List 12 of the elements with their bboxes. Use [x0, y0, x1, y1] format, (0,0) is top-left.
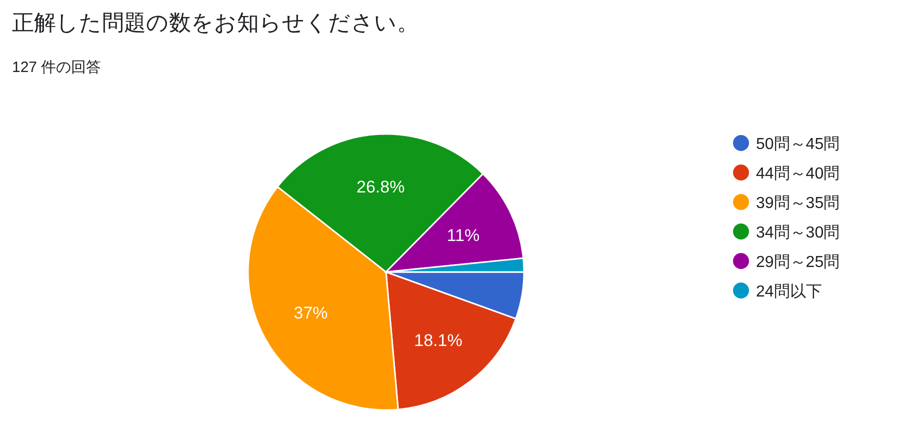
- legend-label: 24問以下: [756, 282, 822, 300]
- legend-label: 39問～35問: [756, 195, 840, 212]
- chart-title: 正解した問題の数をお知らせください。: [12, 9, 419, 37]
- data-label: 26.8%: [356, 178, 405, 197]
- data-label: 18.1%: [414, 330, 462, 350]
- text: 127 件の回答: [12, 58, 102, 77]
- legend-label: 44問～40問: [756, 166, 840, 182]
- legend-label: 34問～30問: [756, 224, 840, 242]
- data-label: 37%: [294, 304, 328, 323]
- legend-label: 50問～45問: [756, 136, 840, 153]
- data-label: 11%: [446, 226, 480, 246]
- legend-label: 29問～25問: [756, 254, 840, 271]
